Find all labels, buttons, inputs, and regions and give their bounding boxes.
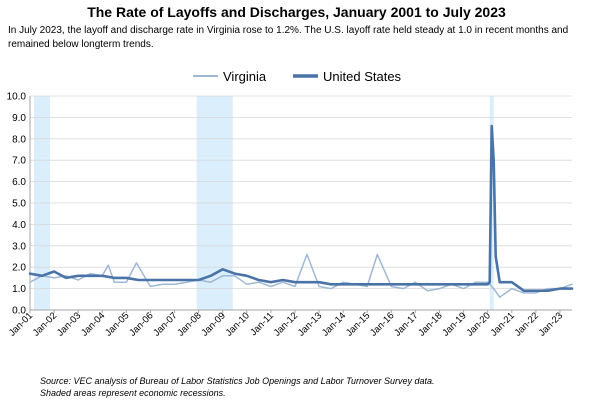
x-tick-label: Jan-11 xyxy=(248,310,276,338)
series-line-united-states xyxy=(28,124,574,292)
y-tick-label: 6.0 xyxy=(12,177,26,188)
x-tick-label: Jan-06 xyxy=(127,310,155,338)
chart-subtitle: In July 2023, the layoff and discharge r… xyxy=(8,25,569,50)
x-tick-label: Jan-14 xyxy=(320,310,348,338)
source-line-1: Source: VEC analysis of Bureau of Labor … xyxy=(40,376,435,386)
y-tick-label: 10.0 xyxy=(7,92,27,103)
x-tick-label: Jan-12 xyxy=(272,310,300,338)
x-tick-label: Jan-18 xyxy=(416,310,444,338)
y-tick-label: 7.0 xyxy=(12,156,26,167)
x-tick-label: Jan-15 xyxy=(344,310,372,338)
x-tick-label: Jan-21 xyxy=(489,310,517,338)
x-tick-label: Jan-07 xyxy=(151,310,179,338)
legend: Virginia United States xyxy=(193,69,402,84)
x-tick-label: Jan-22 xyxy=(513,310,541,338)
y-tick-label: 4.0 xyxy=(12,220,26,231)
x-tick-label: Jan-08 xyxy=(175,310,203,338)
x-tick-label: Jan-19 xyxy=(440,310,468,338)
x-tick-label: Jan-09 xyxy=(200,310,228,338)
y-tick-label: 9.0 xyxy=(12,113,26,124)
x-tick-label: Jan-23 xyxy=(537,310,565,338)
legend-label-united-states: United States xyxy=(323,69,402,84)
legend-label-virginia: Virginia xyxy=(223,69,267,84)
x-tick-label: Jan-03 xyxy=(55,310,83,338)
y-tick-label: 0.0 xyxy=(12,306,26,317)
x-tick-label: Jan-05 xyxy=(103,310,131,338)
y-tick-label: 1.0 xyxy=(12,284,26,295)
y-tick-label: 3.0 xyxy=(12,241,26,252)
axes: 0.01.02.03.04.05.06.07.08.09.010.0Jan-01… xyxy=(7,92,572,339)
x-tick-label: Jan-13 xyxy=(296,310,324,338)
y-tick-label: 8.0 xyxy=(12,134,26,145)
source-line-2: Shaded areas represent economic recessio… xyxy=(40,388,226,398)
chart-title: The Rate of Layoffs and Discharges, Janu… xyxy=(87,4,506,20)
x-tick-label: Jan-20 xyxy=(464,310,492,338)
line-chart: 0.01.02.03.04.05.06.07.08.09.010.0Jan-01… xyxy=(7,69,574,339)
x-tick-label: Jan-10 xyxy=(224,310,252,338)
x-tick-label: Jan-04 xyxy=(79,310,107,338)
source-note: Source: VEC analysis of Bureau of Labor … xyxy=(40,375,435,399)
y-tick-label: 2.0 xyxy=(12,263,26,274)
x-tick-label: Jan-02 xyxy=(31,310,59,338)
x-tick-label: Jan-16 xyxy=(368,310,396,338)
series-lines xyxy=(28,124,574,298)
y-tick-label: 5.0 xyxy=(12,199,26,210)
x-tick-label: Jan-17 xyxy=(392,310,420,338)
